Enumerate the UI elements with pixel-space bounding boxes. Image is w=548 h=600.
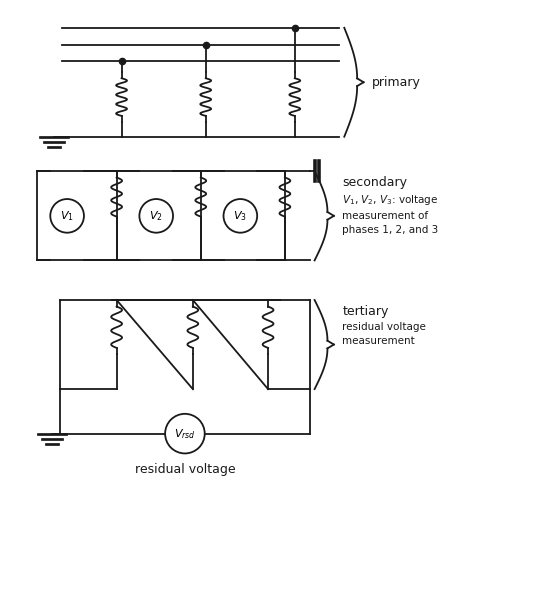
Text: residual voltage
measurement: residual voltage measurement xyxy=(342,322,426,346)
Text: secondary: secondary xyxy=(342,176,407,189)
Text: $V_1$, $V_2$, $V_3$: voltage
measurement of
phases 1, 2, and 3: $V_1$, $V_2$, $V_3$: voltage measurement… xyxy=(342,193,438,235)
Circle shape xyxy=(50,199,84,233)
Text: $V_{rsd}$: $V_{rsd}$ xyxy=(174,427,196,440)
Text: $V_2$: $V_2$ xyxy=(150,209,163,223)
Circle shape xyxy=(165,414,205,454)
Text: tertiary: tertiary xyxy=(342,305,389,318)
Text: $V_3$: $V_3$ xyxy=(233,209,247,223)
Text: residual voltage: residual voltage xyxy=(135,463,235,476)
Circle shape xyxy=(139,199,173,233)
Text: primary: primary xyxy=(372,76,421,89)
Circle shape xyxy=(224,199,257,233)
Text: $V_1$: $V_1$ xyxy=(60,209,74,223)
